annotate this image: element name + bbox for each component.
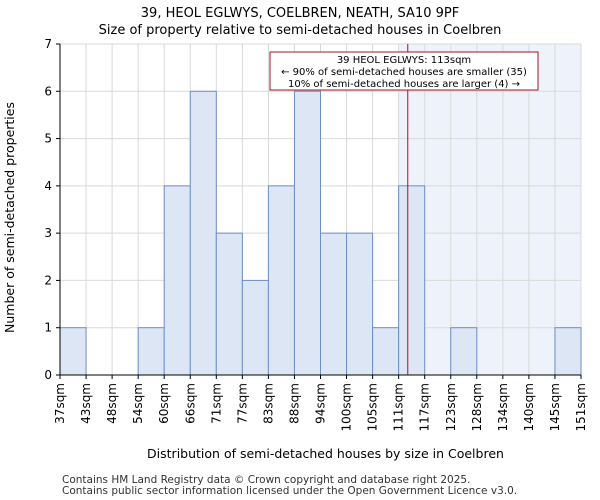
bar — [346, 232, 374, 376]
y-tick-label: 5 — [44, 132, 52, 146]
annotation-box — [269, 51, 539, 91]
bar — [137, 327, 165, 376]
highlight-region — [398, 44, 581, 375]
x-tick-label: 111sqm — [392, 383, 406, 431]
bar — [189, 90, 217, 376]
footer-licence: Contains public sector information licen… — [62, 485, 518, 497]
bar — [59, 327, 87, 376]
y-axis-label: Number of semi-detached properties — [2, 102, 17, 333]
x-tick-label: 100sqm — [340, 383, 354, 431]
y-tick-label: 1 — [44, 321, 52, 335]
y-tick-label: 2 — [44, 273, 52, 287]
x-tick-label: 83sqm — [261, 383, 275, 424]
x-tick-label: 123sqm — [444, 383, 458, 431]
x-tick-label: 37sqm — [53, 383, 67, 424]
y-tick-label: 6 — [44, 84, 52, 98]
annotation-line-2: ← 90% of semi-detached houses are smalle… — [281, 67, 527, 78]
x-tick-label: 66sqm — [183, 383, 197, 424]
bar — [450, 327, 478, 376]
footer-copyright: Contains HM Land Registry data © Crown c… — [62, 474, 471, 486]
x-tick-label: 54sqm — [131, 383, 145, 424]
y-tick-label: 4 — [44, 179, 52, 193]
x-tick-label: 71sqm — [209, 383, 223, 424]
x-tick-label: 77sqm — [235, 383, 249, 424]
bar — [163, 185, 191, 376]
x-axis-label: Distribution of semi-detached houses by … — [147, 446, 504, 461]
bar — [372, 327, 400, 376]
x-tick-label: 117sqm — [418, 383, 432, 431]
bar — [215, 232, 243, 376]
x-tick-label: 60sqm — [157, 383, 171, 424]
bar — [320, 232, 348, 376]
x-tick-label: 94sqm — [314, 383, 328, 424]
bar — [398, 185, 426, 376]
x-tick-label: 140sqm — [522, 383, 536, 431]
y-tick-label: 0 — [44, 368, 52, 382]
bar — [241, 279, 269, 376]
x-tick-label: 145sqm — [548, 383, 562, 431]
annotation-line-3: 10% of semi-detached houses are larger (… — [288, 79, 520, 90]
annotation-line-1: 39 HEOL EGLWYS: 113sqm — [337, 55, 471, 66]
bar — [293, 90, 322, 376]
x-tick-label: 151sqm — [574, 383, 588, 431]
x-tick-label: 105sqm — [366, 383, 380, 431]
chart-subtitle: Size of property relative to semi-detach… — [98, 23, 502, 38]
x-tick-label: 43sqm — [79, 383, 93, 424]
bar — [267, 185, 295, 376]
bar — [554, 327, 582, 376]
y-tick-label: 3 — [44, 226, 52, 240]
x-tick-label: 128sqm — [470, 383, 484, 431]
y-tick-label: 7 — [44, 37, 52, 51]
x-tick-label: 134sqm — [496, 383, 510, 431]
x-tick-label: 48sqm — [105, 383, 119, 424]
page-title: 39, HEOL EGLWYS, COELBREN, NEATH, SA10 9… — [140, 6, 460, 21]
x-tick-label: 88sqm — [287, 383, 301, 424]
